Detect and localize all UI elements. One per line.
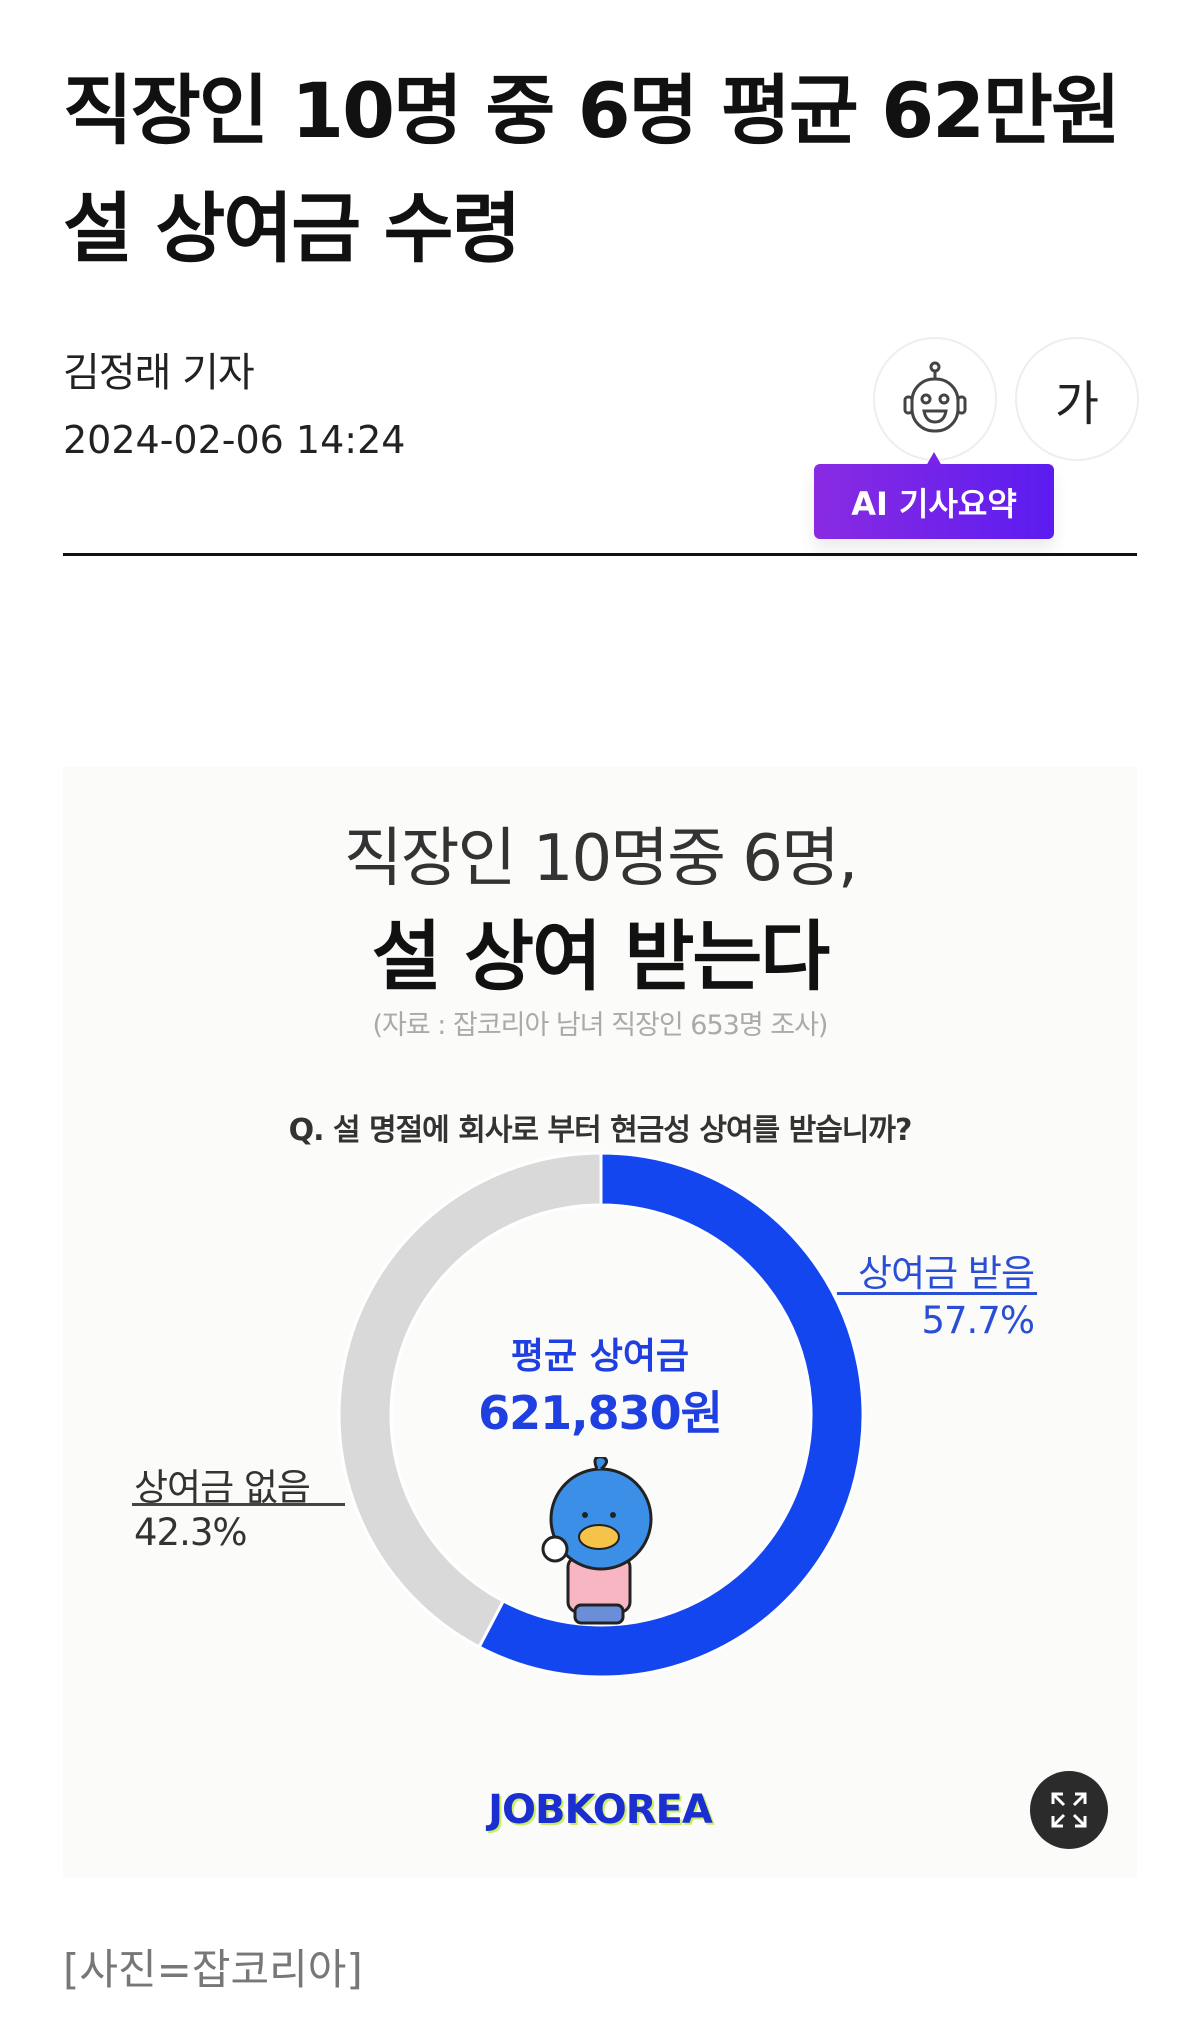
- mascot-character: [541, 1457, 653, 1625]
- article-image[interactable]: 직장인 10명중 6명, 설 상여 받는다 (자료 : 잡코리아 남녀 직장인 …: [63, 767, 1137, 1878]
- image-source: (자료 : 잡코리아 남녀 직장인 653명 조사): [372, 1010, 829, 1041]
- jobkorea-logo: JOBKOREA: [488, 1787, 713, 1833]
- donut-slice-0: [477, 1151, 865, 1679]
- article-title: 직장인 10명 중 6명 평균 62만원 설 상여금 수령: [63, 66, 1121, 273]
- donut-slice-1: [337, 1151, 603, 1649]
- image-headline-2: 설 상여 받는다: [371, 912, 830, 1001]
- slice-label-none: 상여금 없음: [134, 1466, 311, 1509]
- center-label: 평균 상여금: [510, 1336, 690, 1377]
- image-headline-1: 직장인 10명중 6명,: [343, 822, 858, 896]
- leader-line: [132, 1503, 345, 1506]
- image-caption: [사진=잡코리아]: [63, 1945, 363, 1994]
- ai-summary-button[interactable]: [873, 337, 997, 461]
- font-size-button[interactable]: 가: [1015, 337, 1139, 461]
- divider: [63, 553, 1137, 556]
- expand-icon: [1051, 1792, 1087, 1828]
- slice-value-received: 57.7%: [921, 1299, 1035, 1342]
- center-value: 621,830원: [478, 1386, 723, 1440]
- leader-line: [837, 1292, 1037, 1295]
- ai-summary-tooltip[interactable]: AI 기사요약: [814, 452, 1054, 539]
- publish-date: 2024-02-06 14:24: [63, 418, 406, 462]
- slice-label-received: 상여금 받음: [858, 1252, 1035, 1295]
- survey-question: Q. 설 명절에 회사로 부터 현금성 상여를 받습니까?: [288, 1113, 913, 1148]
- author[interactable]: 김정래 기자: [63, 350, 255, 396]
- robot-icon: [903, 361, 967, 433]
- slice-value-none: 42.3%: [134, 1511, 248, 1554]
- donut-chart: [337, 1151, 865, 1679]
- expand-image-button[interactable]: [1030, 1771, 1108, 1849]
